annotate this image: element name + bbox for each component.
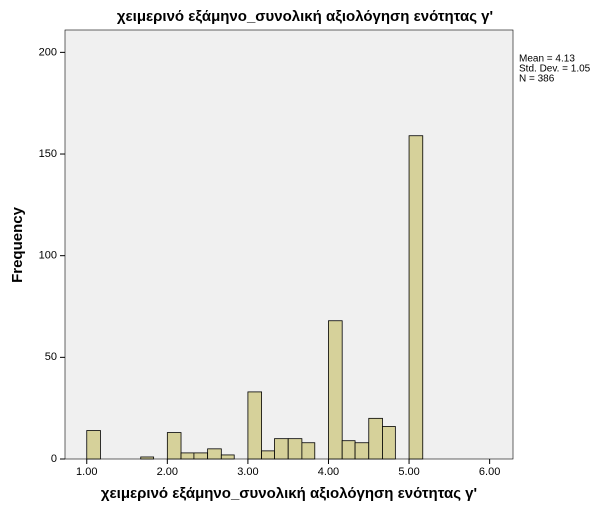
y-tick-label: 150	[39, 148, 57, 160]
bar	[261, 450, 275, 460]
x-tick-label: 3.00	[237, 466, 258, 478]
y-tick-label: 0	[51, 453, 57, 465]
x-tick-label: 4.00	[318, 466, 339, 478]
bar	[86, 430, 101, 460]
bar	[274, 438, 289, 460]
y-tick-label: 200	[39, 46, 57, 58]
bar	[354, 442, 370, 460]
bar	[382, 426, 396, 460]
x-tick-label: 5.00	[398, 466, 419, 478]
y-tick-label: 100	[39, 250, 57, 262]
bar	[341, 440, 356, 460]
stat-annotation: Std. Dev. = 1.05	[519, 64, 591, 75]
bar	[207, 448, 222, 460]
x-tick-label: 1.00	[76, 466, 97, 478]
x-tick-label: 6.00	[479, 466, 500, 478]
bar	[328, 320, 343, 460]
plot-area	[64, 29, 514, 460]
bar	[368, 417, 383, 460]
bar	[193, 452, 209, 460]
x-axis-label: χειμερινό εξάμηνο_συνολική αξιολόγηση εν…	[101, 485, 477, 502]
bar	[287, 438, 303, 460]
bar	[140, 456, 155, 460]
x-tick-label: 2.00	[157, 466, 178, 478]
bar	[220, 454, 235, 460]
y-axis-label: Frequency	[9, 206, 26, 283]
stat-annotation: N = 386	[519, 74, 555, 85]
bar	[247, 391, 263, 460]
y-tick-label: 50	[45, 351, 57, 363]
chart-title: χειμερινό εξάμηνο_συνολική αξιολόγηση εν…	[117, 8, 493, 25]
bar	[180, 452, 195, 460]
bar	[408, 135, 424, 460]
bar	[166, 432, 182, 460]
bar	[301, 442, 316, 460]
stat-annotation: Mean = 4.13	[519, 54, 575, 65]
